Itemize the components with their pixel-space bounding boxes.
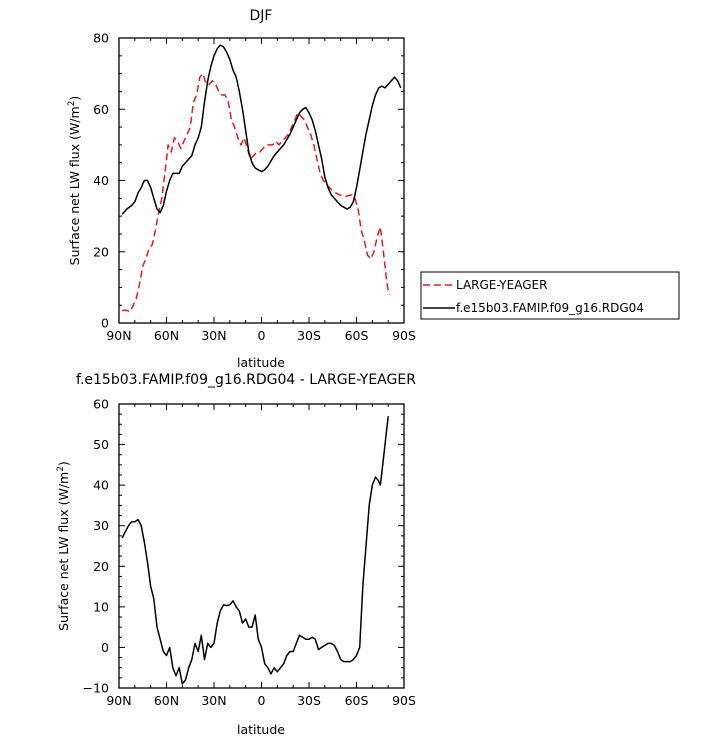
legend-label-rdg04: f.e15b03.FAMIP.f09_g16.RDG04 bbox=[456, 301, 644, 315]
bottom-y-tick-label: 40 bbox=[93, 478, 109, 493]
top-axis-ticks: 90N 60N 30N 0 30S 60S 90S 0 20 40 60 80 bbox=[93, 31, 416, 344]
bottom-x-tick-label: 30N bbox=[201, 693, 226, 708]
bottom-x-axis-label: latitude bbox=[237, 722, 285, 737]
top-x-tick-label: 30N bbox=[201, 328, 226, 343]
top-x-tick-label: 90N bbox=[106, 328, 131, 343]
bottom-y-tick-label: 60 bbox=[93, 397, 109, 412]
bottom-y-tick-label: 0 bbox=[101, 640, 109, 655]
top-y-tick-label: 60 bbox=[93, 102, 109, 117]
legend-box bbox=[420, 271, 680, 320]
bottom-y-tick-label: 30 bbox=[93, 518, 109, 533]
top-chart-title: DJF bbox=[250, 8, 273, 24]
top-series-line-0 bbox=[122, 72, 391, 313]
top-y-tick-label: 80 bbox=[93, 31, 109, 46]
top-x-tick-label: 60S bbox=[345, 328, 369, 343]
bottom-chart-title: f.e15b03.FAMIP.f09_g16.RDG04 - LARGE-YEA… bbox=[76, 372, 416, 388]
bottom-x-tick-label: 30S bbox=[297, 693, 321, 708]
top-data-lines bbox=[121, 44, 402, 313]
bottom-x-tick-label: 60S bbox=[345, 693, 369, 708]
top-x-tick-label: 30S bbox=[297, 328, 321, 343]
top-y-tick-label: 40 bbox=[93, 173, 109, 188]
bottom-axis-ticks: 90N 60N 30N 0 30S 60S 90S −10 0 10 20 30 40 50 60 bbox=[83, 397, 416, 709]
bottom-y-tick-label: 20 bbox=[93, 559, 109, 574]
top-plot-frame bbox=[118, 37, 405, 324]
legend: LARGE-YEAGER f.e15b03.FAMIP.f09_g16.RDG0… bbox=[420, 271, 680, 320]
top-series-line-1 bbox=[121, 44, 402, 215]
bottom-x-tick-label: 90N bbox=[106, 693, 131, 708]
bottom-data-lines bbox=[121, 416, 389, 685]
top-y-axis-label: Surface net LW flux (W/m2) bbox=[67, 96, 82, 266]
bottom-x-tick-label: 0 bbox=[258, 693, 266, 708]
bottom-series-line-0 bbox=[121, 416, 389, 685]
top-y-tick-label: 20 bbox=[93, 244, 109, 259]
top-x-tick-label: 60N bbox=[154, 328, 179, 343]
top-x-axis-label: latitude bbox=[237, 355, 285, 370]
bottom-plot-frame bbox=[118, 403, 405, 689]
top-x-tick-label: 0 bbox=[258, 328, 266, 343]
bottom-y-axis-label: Surface net LW flux (W/m2) bbox=[56, 461, 71, 631]
bottom-x-tick-label: 90S bbox=[392, 693, 416, 708]
bottom-panel: f.e15b03.FAMIP.f09_g16.RDG04 - LARGE-YEA… bbox=[56, 372, 416, 737]
bottom-y-tick-label: −10 bbox=[83, 681, 109, 696]
bottom-x-tick-label: 60N bbox=[154, 693, 179, 708]
top-y-tick-label: 0 bbox=[101, 316, 109, 331]
bottom-y-tick-label: 10 bbox=[93, 599, 109, 614]
top-x-tick-label: 90S bbox=[392, 328, 416, 343]
bottom-y-tick-label: 50 bbox=[93, 437, 109, 452]
top-panel: DJF 90N 60N 30N 0 30S 60S 90S 0 20 40 60 80 latitud… bbox=[67, 8, 680, 370]
legend-label-large-yeager: LARGE-YEAGER bbox=[456, 278, 547, 292]
